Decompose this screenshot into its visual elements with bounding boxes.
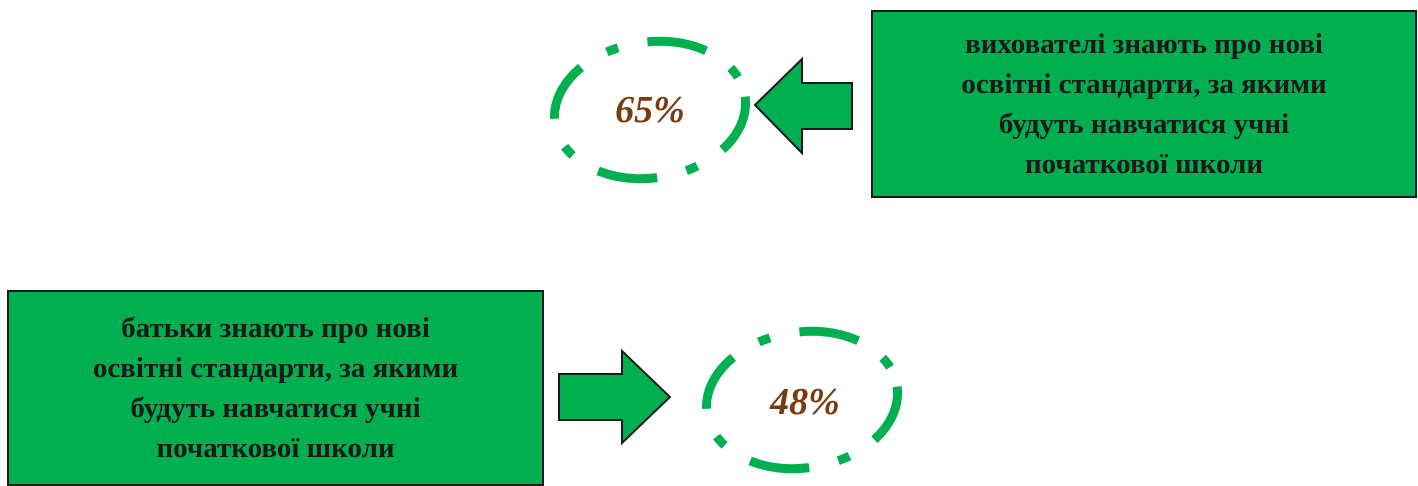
- teachers-statement-box: вихователі знають про нові освітні станд…: [871, 10, 1417, 198]
- statement-line: початкової школи: [1024, 148, 1264, 180]
- parents-statement-box: батьки знають про нові освітні стандарти…: [7, 290, 544, 486]
- statement-line: початкової школи: [156, 432, 395, 464]
- statement-line: батьки знають про нові: [121, 312, 430, 344]
- statement-line: будуть навчатися учні: [130, 392, 421, 424]
- statement-line: вихователі знають про нові: [965, 28, 1323, 60]
- parents-statement-text: батьки знають про нові освітні стандарти…: [93, 308, 458, 468]
- dashed-ellipse-top: [549, 36, 751, 184]
- statement-line: освітні стандарти, за якими: [961, 68, 1327, 100]
- statement-line: будуть навчатися учні: [998, 108, 1290, 140]
- dashed-ellipse-bottom: [701, 326, 903, 474]
- left-arrow-icon: [753, 56, 853, 156]
- teachers-statement-text: вихователі знають про нові освітні станд…: [961, 24, 1326, 184]
- right-arrow-icon: [558, 348, 672, 446]
- statement-line: освітні стандарти, за якими: [92, 352, 459, 384]
- percent-value-top: 65%: [615, 89, 685, 131]
- percent-value-bottom: 48%: [770, 381, 840, 423]
